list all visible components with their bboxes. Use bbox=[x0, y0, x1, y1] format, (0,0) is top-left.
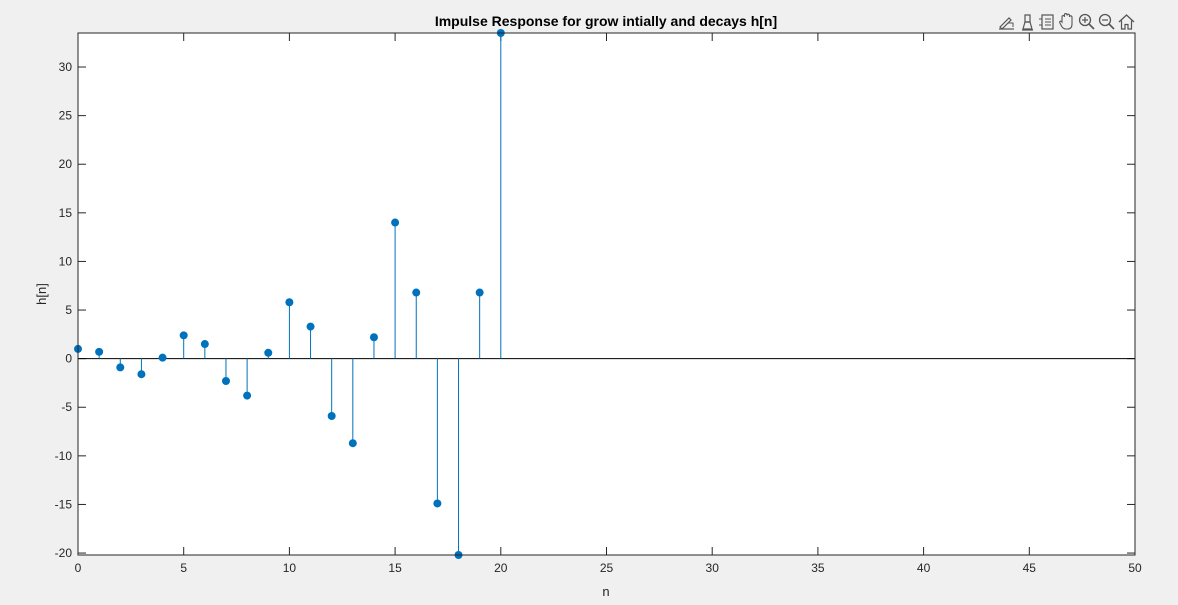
stem-marker bbox=[285, 298, 294, 307]
brush-edit-icon[interactable] bbox=[997, 12, 1016, 31]
stem-marker bbox=[433, 499, 442, 508]
x-tick-label: 15 bbox=[388, 561, 402, 575]
x-tick-label: 20 bbox=[494, 561, 508, 575]
axes-toolbar bbox=[997, 12, 1136, 31]
y-tick-label: 0 bbox=[65, 352, 72, 366]
home-restore-icon[interactable] bbox=[1117, 12, 1136, 31]
y-tick-label: 5 bbox=[65, 303, 72, 317]
y-tick-label: -15 bbox=[55, 497, 73, 511]
stem-marker bbox=[348, 439, 357, 448]
y-tick-label: 25 bbox=[59, 109, 73, 123]
y-tick-label: -20 bbox=[55, 546, 73, 560]
stem-marker bbox=[412, 288, 421, 297]
y-tick-label: 15 bbox=[59, 206, 73, 220]
pan-hand-icon[interactable] bbox=[1057, 12, 1076, 31]
y-tick-label: 30 bbox=[59, 60, 73, 74]
y-tick-labels: -20 -15 -10 -5 0 5 10 15 20 25 30 bbox=[55, 60, 73, 560]
stem-marker bbox=[327, 411, 336, 420]
y-tick-label: 10 bbox=[59, 254, 73, 268]
y-axis-label: h[n] bbox=[34, 283, 49, 305]
y-tick-label: 20 bbox=[59, 157, 73, 171]
x-axis-label: n bbox=[602, 584, 609, 599]
stem-series bbox=[74, 29, 505, 559]
zoom-out-icon[interactable] bbox=[1097, 12, 1116, 31]
stem-marker bbox=[391, 218, 400, 227]
x-tick-label: 35 bbox=[811, 561, 825, 575]
axes-background bbox=[78, 33, 1135, 555]
legend-icon[interactable] bbox=[1038, 12, 1057, 31]
stem-marker bbox=[95, 347, 104, 356]
chart-title: Impulse Response for grow intially and d… bbox=[435, 13, 777, 29]
x-tick-label: 0 bbox=[75, 561, 82, 575]
x-tick-label: 5 bbox=[180, 561, 187, 575]
y-tick-label: -10 bbox=[55, 449, 73, 463]
zoom-in-icon[interactable] bbox=[1077, 12, 1096, 31]
stem-marker bbox=[179, 331, 188, 340]
x-tick-label: 45 bbox=[1023, 561, 1037, 575]
x-tick-label: 50 bbox=[1128, 561, 1142, 575]
stem-marker bbox=[243, 391, 252, 400]
tick-marks bbox=[77, 33, 1136, 555]
stem-marker bbox=[158, 353, 167, 362]
stem-marker bbox=[264, 348, 273, 357]
data-tips-icon[interactable] bbox=[1018, 12, 1037, 31]
stem-marker bbox=[306, 322, 315, 331]
stem-marker bbox=[221, 377, 230, 385]
x-tick-label: 10 bbox=[283, 561, 297, 575]
stem-marker bbox=[116, 363, 125, 372]
x-tick-label: 30 bbox=[706, 561, 720, 575]
axes-box bbox=[77, 32, 1136, 556]
stem-marker bbox=[137, 370, 146, 379]
stem-marker bbox=[369, 333, 378, 342]
stem-marker bbox=[475, 288, 484, 297]
x-tick-label: 40 bbox=[917, 561, 931, 575]
x-tick-labels: 0 5 10 15 20 25 30 35 40 45 50 bbox=[75, 561, 1142, 575]
y-tick-label: -5 bbox=[61, 400, 72, 414]
stem-marker bbox=[200, 340, 209, 349]
x-tick-label: 25 bbox=[600, 561, 614, 575]
